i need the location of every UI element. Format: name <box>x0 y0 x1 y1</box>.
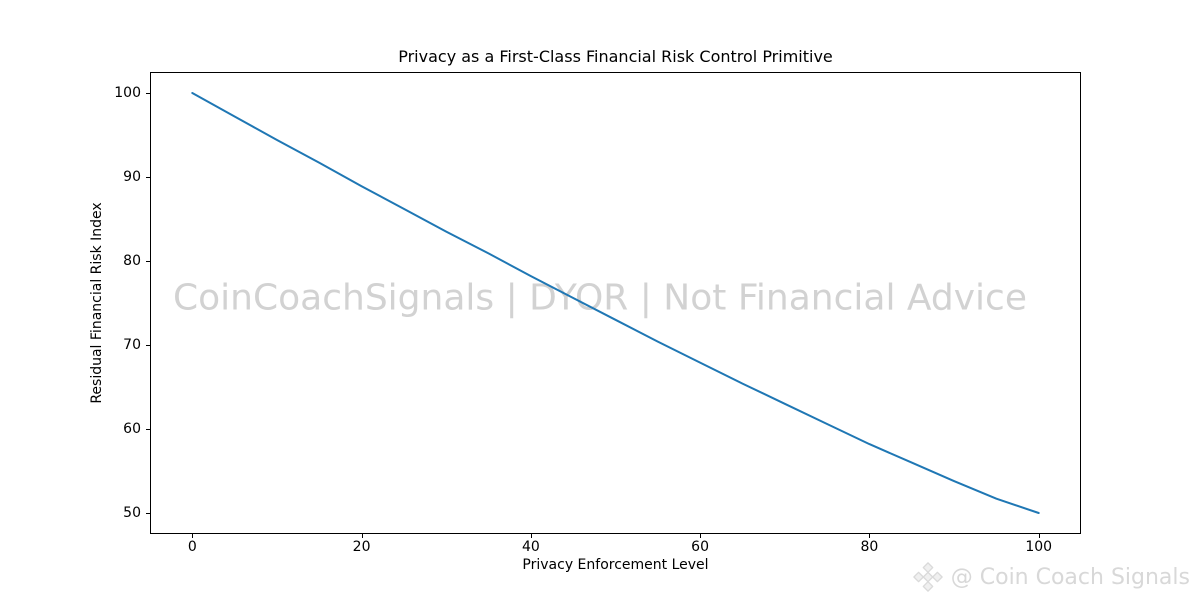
y-tick-label: 50 <box>123 505 141 521</box>
x-tick-label: 0 <box>187 539 197 555</box>
diamond-logo-icon <box>912 562 943 592</box>
y-tick-label: 60 <box>123 421 141 437</box>
x-tick-label: 80 <box>860 539 879 555</box>
credit-text: @ Coin Coach Signals <box>950 564 1190 590</box>
x-tick-mark <box>361 534 363 538</box>
x-tick-label: 40 <box>521 539 540 555</box>
x-tick-label: 100 <box>1025 539 1053 555</box>
x-tick-label: 20 <box>352 539 371 555</box>
credit-badge: @ Coin Coach Signals <box>912 560 1190 594</box>
y-tick-mark <box>146 345 150 346</box>
x-tick-mark <box>1038 534 1040 538</box>
x-tick-mark <box>530 534 532 538</box>
x-axis-label: Privacy Enforcement Level <box>522 557 709 573</box>
x-tick-mark <box>869 534 871 538</box>
y-tick-label: 70 <box>123 337 141 353</box>
x-tick-label: 60 <box>691 539 709 555</box>
y-tick-label: 90 <box>123 169 141 185</box>
y-axis-label: Residual Financial Risk Index <box>89 202 105 404</box>
y-tick-label: 80 <box>123 253 141 269</box>
y-tick-mark <box>146 513 150 514</box>
y-tick-mark <box>146 177 150 178</box>
y-tick-mark <box>146 93 150 94</box>
plot-area <box>150 72 1081 534</box>
x-tick-mark <box>192 534 194 538</box>
chart-title: Privacy as a First-Class Financial Risk … <box>398 47 833 66</box>
risk-curve-plot <box>191 92 1040 514</box>
x-tick-mark <box>700 534 702 538</box>
y-tick-label: 100 <box>114 85 141 101</box>
y-tick-mark <box>146 429 150 430</box>
risk-curve-line <box>191 92 1040 514</box>
y-tick-mark <box>146 261 150 262</box>
